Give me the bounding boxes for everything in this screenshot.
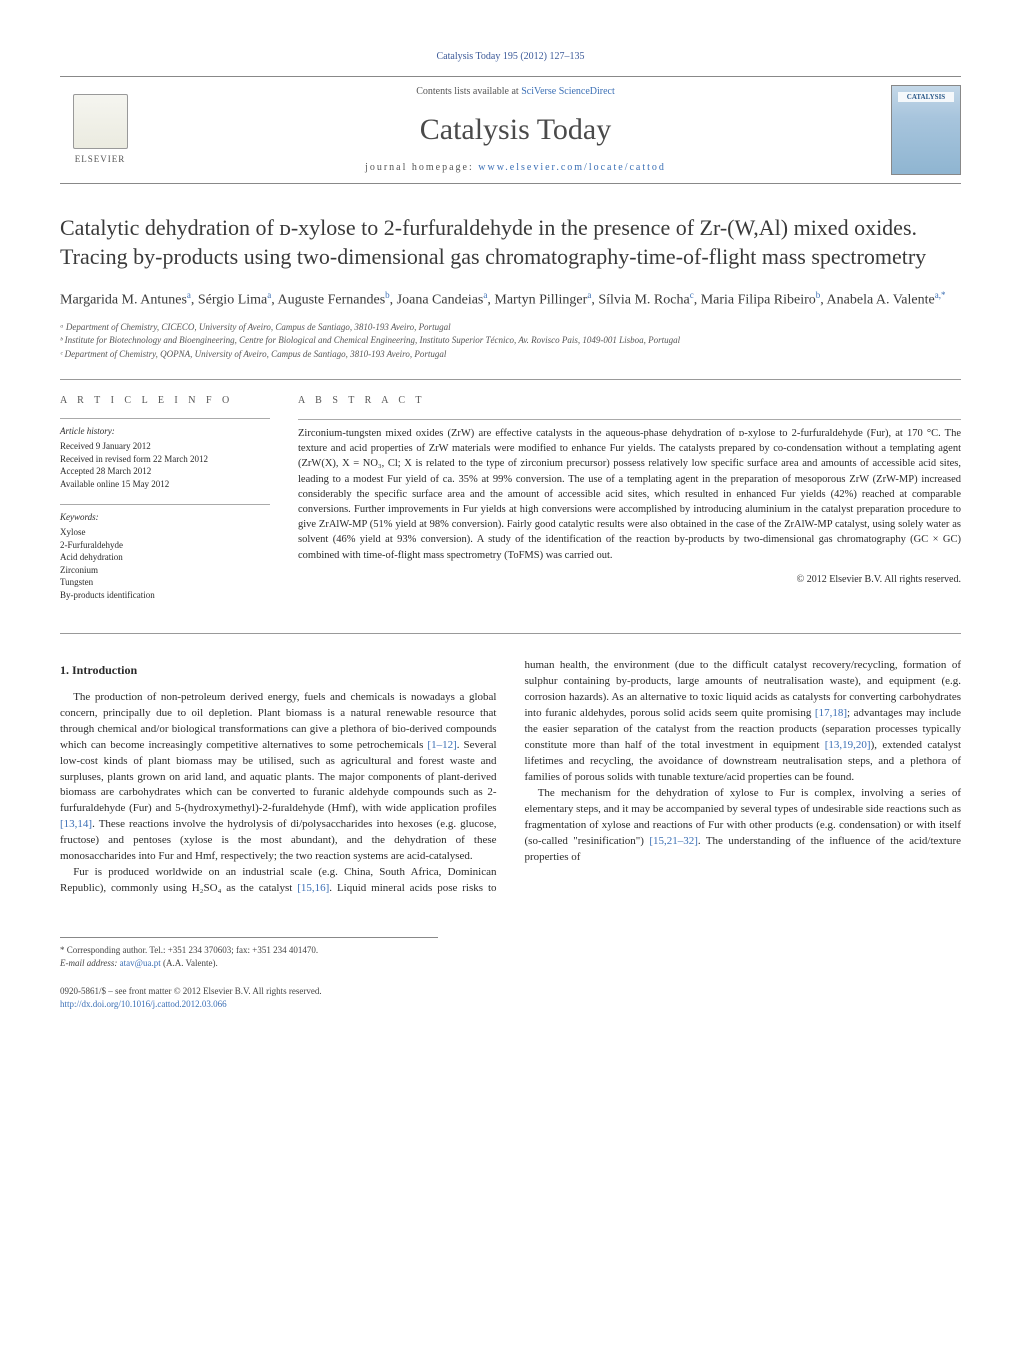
journal-cover-thumbnail: CATALYSIS	[891, 85, 961, 175]
affiliation-line: ᵇ Institute for Biotechnology and Bioeng…	[60, 334, 961, 348]
sciencedirect-link[interactable]: SciVerse ScienceDirect	[521, 86, 615, 97]
affiliations: ᵃ Department of Chemistry, CICECO, Unive…	[60, 321, 961, 362]
journal-reference-small: Catalysis Today 195 (2012) 127–135	[60, 50, 961, 64]
history-line: Accepted 28 March 2012	[60, 465, 270, 478]
homepage-link[interactable]: www.elsevier.com/locate/cattod	[478, 162, 666, 173]
history-line: Received in revised form 22 March 2012	[60, 453, 270, 466]
article-title: Catalytic dehydration of ᴅ-xylose to 2-f…	[60, 214, 961, 271]
citation-link[interactable]: [13,19,20]	[825, 739, 871, 751]
email-suffix: (A.A. Valente).	[163, 958, 218, 968]
issn-line: 0920-5861/$ – see front matter © 2012 El…	[60, 985, 961, 998]
abstract-copyright: © 2012 Elsevier B.V. All rights reserved…	[298, 573, 961, 588]
email-label: E-mail address:	[60, 958, 120, 968]
journal-title: Catalysis Today	[140, 109, 891, 151]
keyword-line: Zirconium	[60, 564, 270, 577]
body-paragraph: The production of non-petroleum derived …	[60, 690, 497, 865]
page-footer: * Corresponding author. Tel.: +351 234 3…	[60, 937, 961, 1010]
article-info-column: A R T I C L E I N F O Article history: R…	[60, 394, 270, 615]
history-line: Received 9 January 2012	[60, 440, 270, 453]
body-text-span: . These reactions involve the hydrolysis…	[60, 818, 497, 862]
keyword-line: Tungsten	[60, 576, 270, 589]
info-abstract-row: A R T I C L E I N F O Article history: R…	[60, 379, 961, 634]
corr-email-link[interactable]: atav@ua.pt	[120, 958, 161, 968]
citation-link[interactable]: [15,16]	[297, 882, 329, 894]
abstract-text: Zirconium-tungsten mixed oxides (ZrW) ar…	[298, 426, 961, 563]
citation-link[interactable]: [13,14]	[60, 818, 92, 830]
divider	[298, 419, 961, 420]
keyword-line: 2-Furfuraldehyde	[60, 539, 270, 552]
elsevier-tree-icon	[73, 94, 128, 149]
article-history-block: Article history: Received 9 January 2012…	[60, 425, 270, 490]
elsevier-logo: ELSEVIER	[60, 90, 140, 170]
affiliation-line: ᶜ Department of Chemistry, QOPNA, Univer…	[60, 348, 961, 362]
doi-link[interactable]: http://dx.doi.org/10.1016/j.cattod.2012.…	[60, 999, 227, 1009]
abstract-column: A B S T R A C T Zirconium-tungsten mixed…	[298, 394, 961, 615]
homepage-line: journal homepage: www.elsevier.com/locat…	[140, 161, 891, 175]
citation-link[interactable]: [15,21–32]	[649, 835, 698, 847]
homepage-prefix: journal homepage:	[365, 162, 478, 173]
corresponding-author-note: * Corresponding author. Tel.: +351 234 3…	[60, 937, 438, 969]
doi-line: http://dx.doi.org/10.1016/j.cattod.2012.…	[60, 998, 961, 1011]
divider	[60, 418, 270, 419]
section-heading-introduction: 1. Introduction	[60, 662, 497, 679]
contents-prefix: Contents lists available at	[416, 86, 521, 97]
corr-email-line: E-mail address: atav@ua.pt (A.A. Valente…	[60, 957, 438, 970]
history-line: Available online 15 May 2012	[60, 478, 270, 491]
keyword-line: By-products identification	[60, 589, 270, 602]
elsevier-label: ELSEVIER	[75, 153, 126, 166]
keyword-line: Acid dehydration	[60, 551, 270, 564]
header-center: Contents lists available at SciVerse Sci…	[140, 85, 891, 175]
cover-label: CATALYSIS	[892, 93, 960, 103]
keywords-block: Keywords: Xylose2-FurfuraldehydeAcid deh…	[60, 511, 270, 601]
corr-author-line: * Corresponding author. Tel.: +351 234 3…	[60, 944, 438, 957]
body-paragraph: The mechanism for the dehydration of xyl…	[525, 786, 962, 866]
citation-link[interactable]: [1–12]	[427, 739, 456, 751]
keyword-line: Xylose	[60, 526, 270, 539]
body-text: 1. Introduction The production of non-pe…	[60, 658, 961, 897]
authors-list: Margarida M. Antunesa, Sérgio Limaa, Aug…	[60, 289, 961, 311]
keywords-header: Keywords:	[60, 511, 270, 524]
citation-link[interactable]: [17,18]	[815, 707, 847, 719]
contents-available-line: Contents lists available at SciVerse Sci…	[140, 85, 891, 99]
divider	[60, 504, 270, 505]
affiliation-line: ᵃ Department of Chemistry, CICECO, Unive…	[60, 321, 961, 335]
article-info-label: A R T I C L E I N F O	[60, 394, 270, 408]
article-history-header: Article history:	[60, 425, 270, 438]
abstract-label: A B S T R A C T	[298, 394, 961, 409]
journal-header-bar: ELSEVIER Contents lists available at Sci…	[60, 76, 961, 184]
